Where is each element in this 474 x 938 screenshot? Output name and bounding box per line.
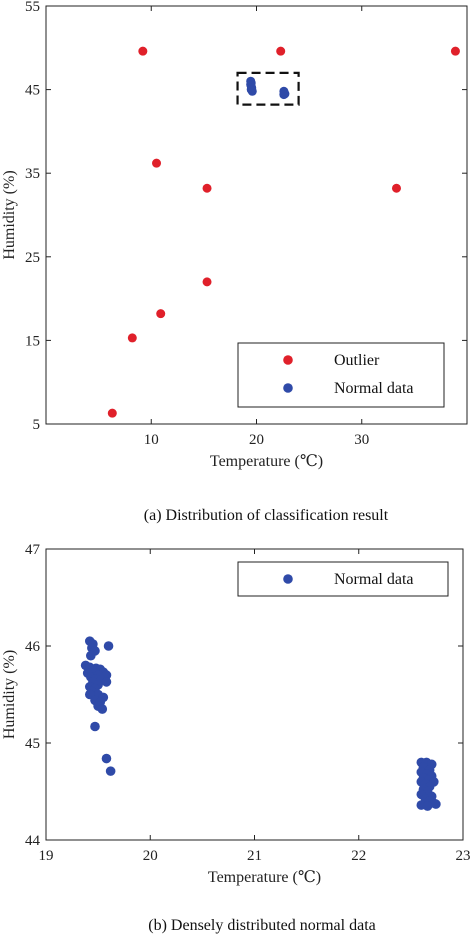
data-point xyxy=(101,753,112,764)
y-tick-label: 46 xyxy=(25,639,41,655)
y-tick-label: 55 xyxy=(25,0,40,15)
data-point xyxy=(97,704,108,714)
data-point xyxy=(105,766,116,776)
chart-a-distribution-of-classification-result: 10 20 30 5 15 25 35 45 55 Temperature (℃) Humidity… xyxy=(1,0,468,470)
x-tick-label: 20 xyxy=(143,848,158,864)
data-point xyxy=(431,799,441,809)
data-point xyxy=(90,721,100,732)
x-tick-label: 22 xyxy=(351,848,366,864)
x-tick-label: 10 xyxy=(144,432,159,448)
data-point xyxy=(101,677,112,687)
legend: Normal data xyxy=(237,561,449,597)
y-tick-label: 44 xyxy=(25,833,41,849)
series-outlier xyxy=(107,46,460,418)
data-point xyxy=(107,408,117,418)
series-normal-data xyxy=(246,76,290,100)
data-point xyxy=(247,86,257,96)
y-tick-label: 25 xyxy=(25,250,40,266)
legend-entry: Normal data xyxy=(334,571,414,588)
chart-b-densely-distributed-normal-data: 19 20 21 22 23 44 45 46 47 Temperature (℃) Humidit… xyxy=(1,542,471,886)
y-tick-label: 15 xyxy=(25,333,40,349)
y-tick-label: 45 xyxy=(25,83,40,99)
data-point xyxy=(279,90,289,100)
x-tick-label: 23 xyxy=(456,848,471,864)
y-axis-label: Humidity (%) xyxy=(1,650,18,739)
legend-entry: Outlier xyxy=(334,352,380,369)
caption-b: (b) Densely distributed normal data xyxy=(148,917,376,934)
legend: Outlier Normal data xyxy=(237,342,445,408)
highlight-box xyxy=(236,71,300,106)
legend-entry: Normal data xyxy=(334,380,414,397)
data-point xyxy=(127,333,137,343)
y-tick-label: 35 xyxy=(25,166,40,182)
data-point xyxy=(391,183,401,193)
y-tick-label: 5 xyxy=(33,417,41,433)
legend-box xyxy=(237,561,449,597)
data-point xyxy=(152,158,162,168)
legend-marker xyxy=(283,355,293,365)
caption-a: (a) Distribution of classification resul… xyxy=(144,507,389,524)
data-point xyxy=(156,309,166,319)
data-point xyxy=(86,650,96,661)
x-axis-label: Temperature (℃) xyxy=(210,453,323,470)
x-tick-label: 19 xyxy=(39,848,54,864)
data-point xyxy=(138,46,148,56)
data-point xyxy=(450,46,460,56)
data-point xyxy=(202,277,212,287)
series-normal-data xyxy=(80,636,441,811)
y-tick-label: 45 xyxy=(25,736,40,752)
y-tick-label: 47 xyxy=(25,542,41,558)
x-tick-label: 30 xyxy=(354,432,369,448)
legend-marker xyxy=(283,574,293,584)
x-tick-label: 20 xyxy=(249,432,264,448)
x-tick-label: 21 xyxy=(247,848,262,864)
data-point xyxy=(422,801,433,811)
legend-box xyxy=(237,342,445,408)
x-axis-label: Temperature (℃) xyxy=(208,869,321,886)
data-point xyxy=(202,183,212,193)
y-axis-label: Humidity (%) xyxy=(1,170,18,259)
data-point xyxy=(103,641,114,651)
data-point xyxy=(276,46,286,56)
legend-marker xyxy=(283,383,293,393)
